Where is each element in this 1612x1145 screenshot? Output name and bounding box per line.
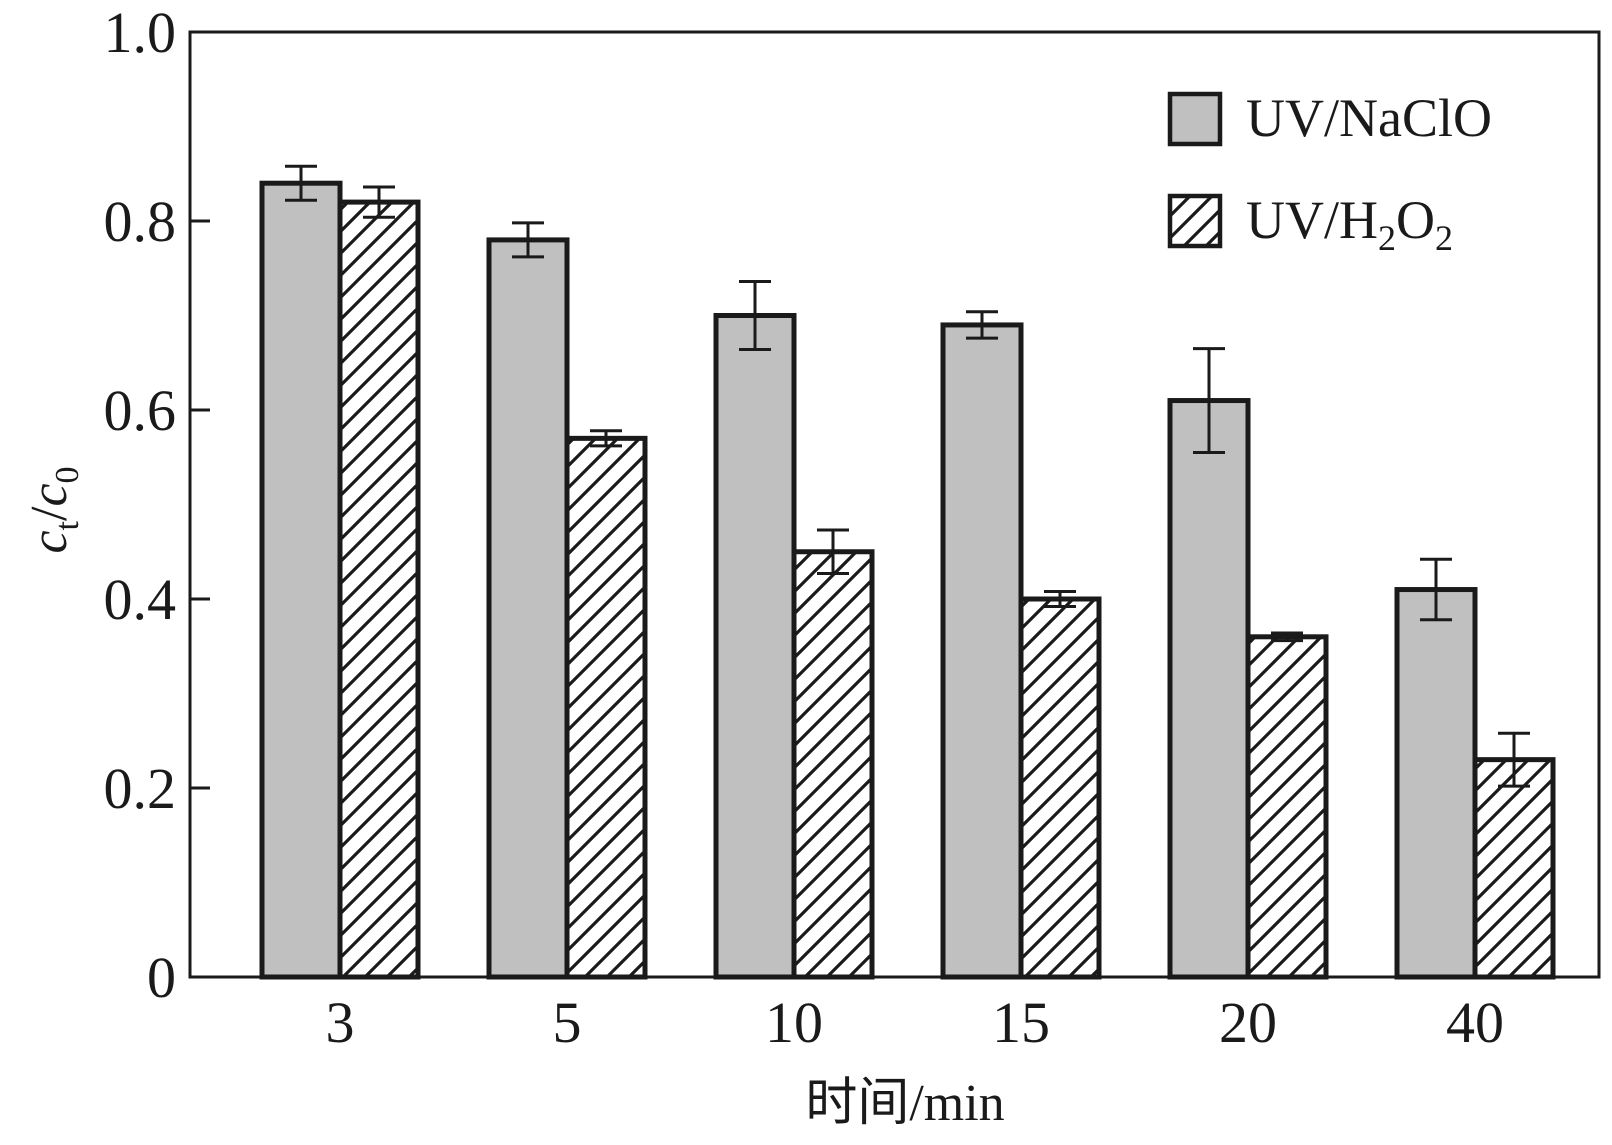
x-axis-title: 时间/min — [805, 1075, 1004, 1132]
bar-uv-h2o2 — [564, 435, 648, 980]
bars-layer — [259, 180, 1556, 980]
x-tick-label: 5 — [553, 990, 582, 1055]
legend-label-uv-naclo: UV/NaClO — [1246, 88, 1492, 148]
bar-uv-naclo — [713, 313, 797, 980]
bar-uv-naclo — [940, 322, 1024, 980]
legend: UV/NaClO UV/H2O2 — [1167, 88, 1492, 258]
error-bar — [1498, 731, 1530, 788]
error-bar — [285, 164, 317, 202]
legend-label-uv-h2o2: UV/H2O2 — [1246, 190, 1453, 258]
bar-uv-h2o2 — [791, 549, 875, 980]
x-tick-label: 20 — [1219, 990, 1277, 1055]
error-bar — [590, 429, 622, 448]
y-axis-title: ct/c0 — [21, 466, 86, 553]
y-tick-label: 0.8 — [104, 189, 177, 254]
legend-swatch-uv-h2o2 — [1167, 193, 1223, 249]
error-bar — [1193, 347, 1225, 455]
bar-uv-h2o2 — [337, 199, 421, 980]
error-bars-layer — [285, 164, 1530, 788]
plot-frame — [188, 30, 1601, 979]
x-tick-label: 3 — [326, 990, 355, 1055]
x-tick-label: 10 — [765, 990, 823, 1055]
error-bar — [512, 221, 544, 259]
y-tick-label: 0 — [147, 945, 176, 1010]
error-bar — [363, 185, 395, 219]
y-tick-label: 1.0 — [104, 0, 177, 65]
x-axis: 3 5 10 15 20 40 — [326, 990, 1505, 1055]
bar-uv-naclo — [486, 237, 570, 980]
bar-uv-naclo — [259, 180, 343, 980]
bar-uv-naclo — [1167, 398, 1251, 980]
legend-swatch-uv-naclo — [1167, 91, 1223, 147]
y-tick-label: 0.6 — [104, 378, 177, 443]
error-bar — [1271, 631, 1303, 643]
error-bar — [739, 279, 771, 352]
x-tick-label: 15 — [992, 990, 1050, 1055]
y-axis: 0 0.2 0.4 0.6 0.8 1.0 — [104, 0, 210, 1010]
y-tick-label: 0.2 — [104, 756, 177, 821]
bar-uv-naclo — [1394, 587, 1478, 980]
y-tick-label: 0.4 — [104, 567, 177, 632]
error-bar — [1420, 557, 1452, 622]
bar-uv-h2o2 — [1245, 634, 1329, 980]
error-bar — [1044, 589, 1076, 609]
error-bar — [966, 310, 998, 340]
bar-uv-h2o2 — [1018, 596, 1102, 980]
bar-uv-h2o2 — [1472, 757, 1556, 980]
error-bar — [817, 528, 849, 575]
x-tick-label: 40 — [1446, 990, 1504, 1055]
